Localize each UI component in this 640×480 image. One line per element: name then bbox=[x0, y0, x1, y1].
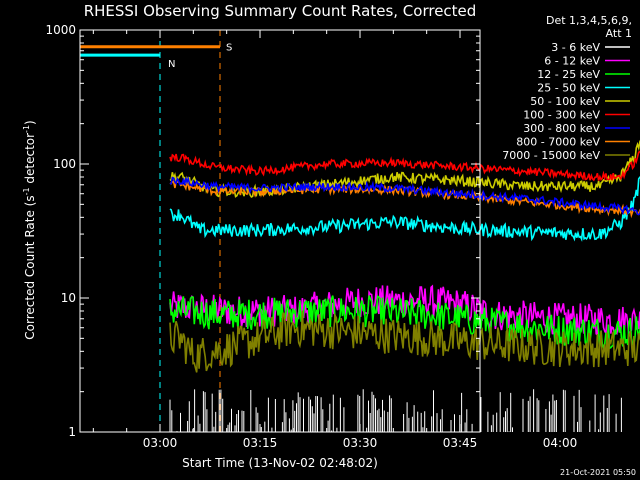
series-line-8 bbox=[169, 310, 640, 373]
y-axis-label-part1: Corrected Count Rate (s bbox=[23, 195, 37, 339]
series-line-5 bbox=[169, 150, 640, 182]
legend-label-5: 100 - 300 keV bbox=[523, 109, 600, 122]
legend-label-0: 3 - 6 keV bbox=[551, 41, 600, 54]
x-tick-label: 03:00 bbox=[143, 436, 178, 450]
flag-label-N: N bbox=[168, 59, 175, 70]
series-line-7 bbox=[169, 180, 640, 219]
series-line-3 bbox=[169, 176, 640, 242]
y-tick-label: 1000 bbox=[45, 23, 76, 37]
footer-timestamp: 21-Oct-2021 05:50 bbox=[560, 468, 636, 477]
legend-label-1: 6 - 12 keV bbox=[544, 55, 600, 68]
y-axis-label-sup1: -1 bbox=[22, 187, 31, 195]
y-axis-label-sup2: -1 bbox=[22, 125, 31, 133]
legend-label-2: 12 - 25 keV bbox=[537, 68, 600, 81]
legend-label-4: 50 - 100 keV bbox=[530, 95, 600, 108]
y-axis-label: Corrected Count Rate (s-1 detector-1) bbox=[22, 120, 37, 339]
legend-label-8: 7000 - 15000 keV bbox=[502, 149, 600, 162]
legend-label-3: 25 - 50 keV bbox=[537, 82, 600, 95]
series-line-2 bbox=[169, 294, 640, 350]
y-tick-label: 1 bbox=[68, 425, 76, 439]
flag-label-S: S bbox=[226, 43, 232, 54]
legend-label-7: 800 - 7000 keV bbox=[516, 136, 600, 149]
series-line-0 bbox=[169, 389, 622, 432]
y-axis-label-part2: detector bbox=[23, 133, 37, 188]
legend-header-line2: Att 1 bbox=[606, 27, 632, 40]
x-tick-label: 03:30 bbox=[343, 436, 378, 450]
x-tick-label: 04:00 bbox=[543, 436, 578, 450]
x-tick-label: 03:45 bbox=[443, 436, 478, 450]
series-layer bbox=[169, 139, 640, 432]
y-tick-label: 10 bbox=[61, 291, 76, 305]
series-line-6 bbox=[169, 175, 640, 216]
legend-label-6: 300 - 800 keV bbox=[523, 122, 600, 135]
x-tick-label: 03:15 bbox=[243, 436, 278, 450]
series-line-1 bbox=[169, 284, 640, 337]
plot-frame bbox=[79, 29, 481, 433]
chart-title: RHESSI Observing Summary Count Rates, Co… bbox=[84, 2, 477, 20]
series-line-4 bbox=[169, 139, 640, 199]
x-axis-label: Start Time (13-Nov-02 02:48:02) bbox=[182, 456, 378, 470]
legend-header-line1: Det 1,3,4,5,6,9, bbox=[546, 14, 632, 27]
y-axis-label-part3: ) bbox=[23, 120, 37, 125]
y-tick-label: 100 bbox=[53, 157, 76, 171]
